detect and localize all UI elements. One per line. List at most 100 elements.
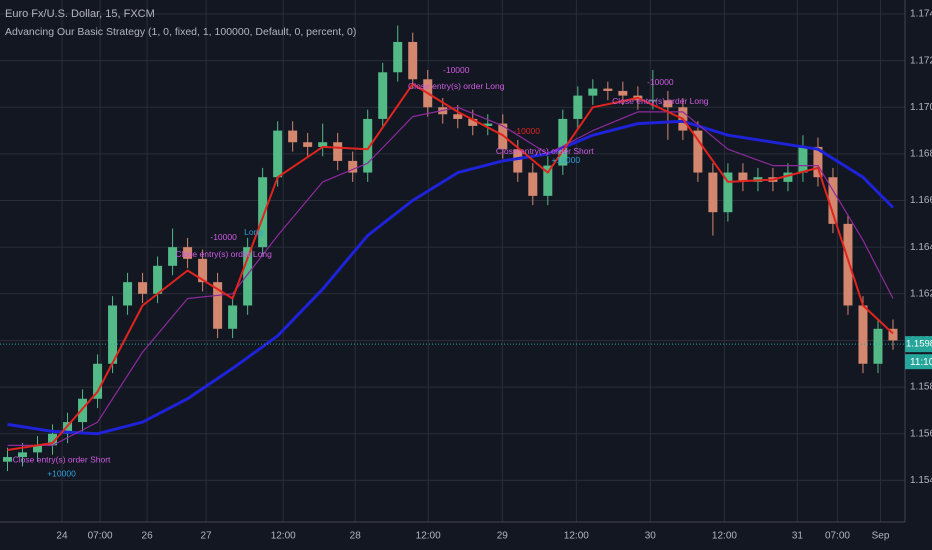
last-price-box	[905, 336, 932, 353]
y-tick-label: 1.17000	[910, 102, 932, 113]
candle-body	[318, 142, 328, 147]
candle-body	[123, 282, 133, 306]
candle-body	[528, 172, 538, 196]
candle-body	[303, 142, 313, 147]
trade-annotation: -10000	[647, 77, 674, 87]
candle-body	[378, 72, 388, 119]
x-tick-label: Sep	[872, 531, 890, 542]
candle-body	[93, 363, 103, 399]
x-tick-label: 29	[497, 531, 509, 542]
x-tick-label: 12:00	[271, 531, 296, 542]
candle-body	[483, 123, 493, 126]
candle-body	[48, 433, 58, 446]
trade-annotation: Long	[244, 227, 263, 237]
candle-body	[468, 118, 478, 126]
trade-annotation: -10000	[210, 232, 237, 242]
x-tick-label: 31	[792, 531, 804, 542]
candle-body	[558, 118, 568, 166]
x-tick-label: 30	[645, 531, 657, 542]
candle-body	[783, 172, 793, 182]
candle-body	[573, 95, 583, 119]
candle-body	[138, 282, 148, 294]
trade-annotation: Close entry(s) order Short	[13, 455, 111, 465]
candle-body	[243, 247, 253, 306]
candle-body	[513, 149, 523, 173]
x-tick-label: 12:00	[564, 531, 589, 542]
candle-body	[18, 452, 28, 458]
candle-body	[408, 41, 418, 80]
chart-title: Euro Fx/U.S. Dollar, 15, FXCM	[5, 8, 155, 20]
candle-body	[588, 88, 598, 96]
candle-body	[723, 172, 733, 213]
y-tick-label: 1.17400	[910, 9, 932, 20]
candle-body	[78, 398, 88, 423]
candle-body	[543, 165, 553, 196]
candle-body	[618, 90, 628, 96]
y-tick-label: 1.16200	[910, 288, 932, 299]
countdown-box	[905, 354, 932, 370]
y-tick-label: 1.16600	[910, 195, 932, 206]
candle-body	[453, 114, 463, 119]
x-tick-label: 12:00	[712, 531, 737, 542]
candle-body	[273, 130, 283, 178]
plot: Close entry(s) order Short +10000 -10000 Cl…	[3, 25, 898, 479]
candle-body	[393, 41, 403, 73]
candle-body	[843, 223, 853, 306]
candle-body	[288, 130, 298, 143]
candle-body	[363, 118, 373, 173]
candle-body	[873, 328, 883, 364]
y-tick-label: 1.17200	[910, 55, 932, 66]
candle-body	[798, 146, 808, 173]
moving-average-line	[7, 119, 895, 436]
x-tick-label: 07:00	[88, 531, 113, 542]
x-tick-label: 27	[201, 531, 213, 542]
trade-annotation: +10000	[47, 469, 76, 479]
x-tick-label: 07:00	[825, 531, 850, 542]
y-tick-label: 1.16400	[910, 242, 932, 253]
candle-body	[348, 160, 358, 173]
candle-body	[828, 177, 838, 224]
candle-body	[333, 142, 343, 161]
candle-body	[693, 130, 703, 173]
candle-body	[663, 100, 673, 108]
candle-body	[3, 457, 13, 462]
strategy-label: Advancing Our Basic Strategy (1, 0, fixe…	[5, 26, 356, 38]
candle-body	[603, 88, 613, 91]
candle-body	[858, 305, 868, 364]
candle-body	[708, 172, 718, 213]
candle-body	[108, 305, 118, 364]
trade-annotation: -10000	[514, 126, 541, 136]
trade-annotation: Close entry(s) order Long	[175, 249, 272, 259]
candle-body	[228, 305, 238, 329]
trade-annotation: -10000	[443, 65, 470, 75]
candle-body	[813, 146, 823, 178]
x-tick-label: 28	[350, 531, 362, 542]
candle-body	[888, 328, 898, 341]
candle-body	[63, 422, 73, 434]
x-tick-label: 26	[142, 531, 154, 542]
candle-body	[168, 247, 178, 266]
x-tick-label: 12:00	[416, 531, 441, 542]
trade-annotation: Close entry(s) order Long	[612, 96, 709, 106]
candle-body	[738, 172, 748, 182]
candle-body	[198, 258, 208, 283]
candle-body	[213, 282, 223, 329]
candle-body	[153, 265, 163, 294]
countdown-label: 11:10	[910, 357, 932, 368]
candle-body	[33, 445, 43, 453]
last-price-label: 1.15984	[906, 339, 932, 350]
candle-body	[183, 247, 193, 259]
y-tick-label: 1.15400	[910, 475, 932, 486]
moving-average-line	[7, 82, 894, 451]
candle-body	[258, 177, 268, 248]
y-tick-label: 1.15600	[910, 428, 932, 439]
y-tick-label: 1.15800	[910, 382, 932, 393]
y-tick-label: 1.16800	[910, 149, 932, 160]
trade-annotation: +10000	[552, 155, 581, 165]
moving-average-line	[7, 106, 894, 446]
trade-annotation: Close entry(s) order Long	[408, 81, 505, 91]
x-tick-label: 24	[56, 531, 68, 542]
candle-body	[648, 100, 658, 102]
